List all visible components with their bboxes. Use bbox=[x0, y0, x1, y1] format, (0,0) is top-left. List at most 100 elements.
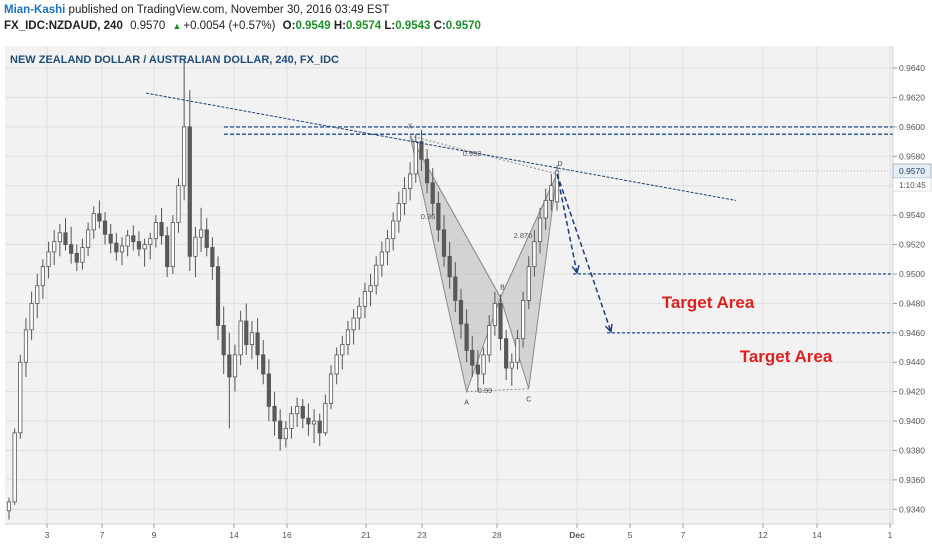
candle-body bbox=[447, 255, 452, 278]
candle-body bbox=[334, 354, 339, 375]
countdown-label: 1:10:45 bbox=[899, 181, 926, 190]
candle bbox=[278, 409, 283, 451]
candle bbox=[261, 340, 266, 385]
x-tick-label: 16 bbox=[282, 530, 292, 540]
publish-header: Mian-Kashi published on TradingView.com,… bbox=[0, 0, 932, 36]
high-value: 0.9574 bbox=[345, 20, 382, 32]
y-tick-label: 0.9600 bbox=[899, 122, 925, 132]
candle bbox=[470, 335, 475, 377]
candle-body bbox=[40, 266, 45, 287]
candle-body bbox=[464, 323, 469, 351]
candle-body bbox=[170, 222, 175, 268]
candle bbox=[221, 306, 226, 374]
candle-body bbox=[328, 373, 334, 404]
y-tick-label: 0.9480 bbox=[899, 298, 925, 308]
arrowhead-icon bbox=[571, 265, 580, 275]
candle bbox=[300, 398, 305, 429]
candle bbox=[402, 176, 407, 216]
candle bbox=[379, 241, 384, 277]
candle-body bbox=[29, 302, 34, 331]
candle-body bbox=[119, 245, 125, 253]
y-tick-label: 0.9380 bbox=[899, 445, 925, 455]
candle bbox=[204, 218, 209, 257]
candle bbox=[498, 294, 503, 351]
candle bbox=[374, 256, 379, 295]
candle-body bbox=[424, 158, 430, 184]
candle-body bbox=[23, 329, 29, 363]
candle-body bbox=[458, 300, 464, 325]
candle bbox=[441, 215, 447, 267]
candle bbox=[193, 226, 198, 277]
candle-body bbox=[408, 173, 413, 190]
candle bbox=[487, 315, 492, 363]
candle bbox=[419, 129, 424, 172]
candle bbox=[447, 241, 452, 289]
candle-body bbox=[323, 402, 328, 434]
candle bbox=[306, 403, 311, 436]
target-arrow bbox=[556, 173, 580, 275]
candle-body bbox=[6, 501, 12, 512]
candle-body bbox=[249, 332, 255, 345]
candle bbox=[74, 244, 79, 272]
candle-body bbox=[487, 325, 492, 356]
candle bbox=[80, 238, 85, 270]
y-tick-label: 0.9520 bbox=[899, 240, 925, 250]
candle-body bbox=[85, 229, 91, 248]
candle-body bbox=[238, 320, 243, 356]
candle-body bbox=[543, 200, 548, 219]
candle bbox=[266, 359, 271, 422]
candle bbox=[385, 229, 390, 266]
candle-body bbox=[317, 420, 322, 434]
resistance-levels bbox=[224, 126, 893, 135]
y-tick-label: 0.9540 bbox=[899, 210, 925, 220]
candle bbox=[413, 134, 418, 183]
candle-body bbox=[159, 222, 164, 237]
candle bbox=[396, 191, 401, 233]
candle-body bbox=[97, 213, 102, 222]
candle-body bbox=[182, 126, 187, 187]
candle bbox=[249, 321, 255, 360]
candle-body bbox=[204, 229, 209, 248]
candle-body bbox=[18, 361, 23, 434]
candle bbox=[182, 60, 187, 201]
published-text: published on TradingView.com, November 3… bbox=[68, 4, 390, 16]
xd-ratio-line bbox=[409, 135, 558, 175]
x-tick-label: 28 bbox=[492, 530, 502, 540]
candle bbox=[317, 413, 322, 447]
pattern-point-d: D bbox=[557, 161, 562, 168]
candle-body bbox=[419, 141, 424, 160]
candle bbox=[170, 215, 175, 274]
candle-body bbox=[187, 126, 192, 257]
candle-body bbox=[492, 302, 497, 326]
candle-body bbox=[368, 285, 373, 293]
candle bbox=[210, 237, 215, 280]
candle bbox=[153, 215, 158, 248]
candle bbox=[453, 262, 458, 313]
time-axis[interactable]: 3 7 9 14 16 21 23 28 Dec 5 7 12 14 1 bbox=[0, 523, 932, 550]
low-value: 0.9543 bbox=[395, 20, 431, 32]
candle-body bbox=[289, 413, 294, 429]
candle bbox=[543, 188, 548, 230]
target-area-label: Target Area bbox=[662, 293, 755, 312]
x-tick-label: 3 bbox=[45, 530, 50, 540]
plot-background bbox=[5, 46, 893, 524]
candle-body bbox=[430, 182, 435, 204]
candle bbox=[215, 256, 221, 341]
candle-body bbox=[441, 229, 447, 257]
candle-body bbox=[272, 405, 277, 422]
projection-line bbox=[556, 173, 612, 333]
candle bbox=[357, 297, 362, 330]
price-change: +0.0054 (+0.57%) bbox=[183, 20, 276, 32]
author-link[interactable]: Mian-Kashi bbox=[4, 4, 66, 16]
bd-ratio-line bbox=[500, 173, 558, 298]
y-tick-label: 0.9400 bbox=[899, 416, 925, 426]
price-axis[interactable]: 0.96400.96200.96000.95800.95600.95400.95… bbox=[892, 46, 932, 524]
candle-body bbox=[232, 354, 238, 378]
candle-body bbox=[385, 238, 390, 253]
chart-title: NEW ZEALAND DOLLAR / AUSTRALIAN DOLLAR, … bbox=[10, 54, 339, 66]
candle bbox=[475, 350, 481, 392]
candle bbox=[131, 225, 136, 251]
y-tick-label: 0.9440 bbox=[899, 357, 925, 367]
